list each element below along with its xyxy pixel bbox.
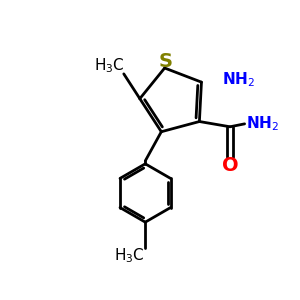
- Text: NH$_2$: NH$_2$: [246, 114, 279, 133]
- Text: O: O: [222, 156, 238, 175]
- Text: H$_3$C: H$_3$C: [114, 246, 145, 265]
- Text: S: S: [158, 52, 172, 71]
- Text: NH$_2$: NH$_2$: [223, 70, 255, 89]
- Text: H$_3$C: H$_3$C: [94, 56, 124, 75]
